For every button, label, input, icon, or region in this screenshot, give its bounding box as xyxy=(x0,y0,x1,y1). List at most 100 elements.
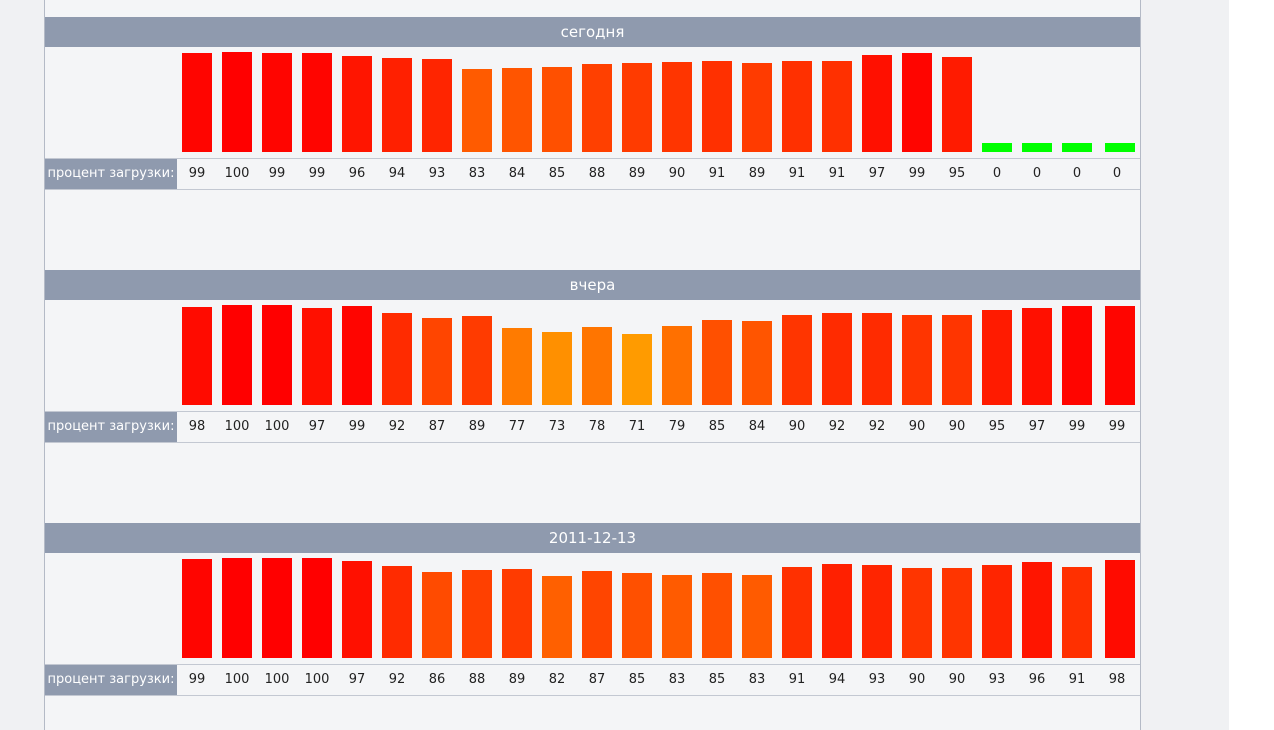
value-label-12: 83 xyxy=(668,672,686,687)
panel-title: 2011-12-13 xyxy=(45,523,1140,553)
value-row: 99 100 99 99 96 94 93 83 84 85 88 89 90 91 89 91 91 97 99 9… xyxy=(177,159,1140,189)
bar-12 xyxy=(662,326,692,405)
bar-1 xyxy=(222,558,252,658)
bar-23 xyxy=(1105,306,1135,405)
bar-3 xyxy=(302,308,332,405)
bar-6 xyxy=(422,572,452,658)
value-label-18: 90 xyxy=(908,672,926,687)
bar-20 xyxy=(982,143,1012,152)
value-label-19: 95 xyxy=(948,166,966,181)
bar-19 xyxy=(942,57,972,152)
bar-14 xyxy=(742,575,772,658)
bar-21 xyxy=(1022,562,1052,658)
bar-22 xyxy=(1062,567,1092,658)
bar-9 xyxy=(542,67,572,152)
value-label-23: 0 xyxy=(1112,166,1122,181)
value-label-21: 97 xyxy=(1028,419,1046,434)
value-label-6: 93 xyxy=(428,166,446,181)
axis-line xyxy=(45,664,1140,665)
panel-title: сегодня xyxy=(45,17,1140,47)
value-label-18: 99 xyxy=(908,166,926,181)
bar-19 xyxy=(942,568,972,658)
bar-22 xyxy=(1062,306,1092,405)
value-label-10: 88 xyxy=(588,166,606,181)
bar-2 xyxy=(262,305,292,405)
value-label-10: 78 xyxy=(588,419,606,434)
bar-8 xyxy=(502,328,532,405)
value-label-9: 82 xyxy=(548,672,566,687)
bar-11 xyxy=(622,573,652,658)
value-label-14: 84 xyxy=(748,419,766,434)
value-label-22: 99 xyxy=(1068,419,1086,434)
value-label-5: 94 xyxy=(388,166,406,181)
bar-18 xyxy=(902,568,932,658)
value-label-3: 100 xyxy=(304,672,330,687)
row-label: процент загрузки: xyxy=(45,665,177,695)
bar-7 xyxy=(462,570,492,658)
bar-5 xyxy=(382,566,412,658)
value-label-13: 91 xyxy=(708,166,726,181)
value-label-20: 93 xyxy=(988,672,1006,687)
row-label: процент загрузки: xyxy=(45,412,177,442)
value-label-1: 100 xyxy=(224,166,250,181)
value-label-15: 90 xyxy=(788,419,806,434)
value-label-16: 91 xyxy=(828,166,846,181)
bar-15 xyxy=(782,61,812,152)
chart-area: сегодня процент загрузки: 99 100 99 99 96 94 9… xyxy=(44,0,1141,730)
bar-20 xyxy=(982,310,1012,405)
value-label-4: 96 xyxy=(348,166,366,181)
bar-10 xyxy=(582,64,612,152)
value-label-11: 85 xyxy=(628,672,646,687)
bar-12 xyxy=(662,62,692,152)
bar-19 xyxy=(942,315,972,405)
bar-4 xyxy=(342,56,372,152)
bar-21 xyxy=(1022,143,1052,152)
value-label-12: 79 xyxy=(668,419,686,434)
bar-3 xyxy=(302,558,332,658)
bar-14 xyxy=(742,63,772,152)
row-divider xyxy=(45,442,1140,443)
bar-10 xyxy=(582,327,612,405)
bar-21 xyxy=(1022,308,1052,405)
bar-area xyxy=(45,300,1140,411)
value-label-7: 89 xyxy=(468,419,486,434)
value-label-7: 83 xyxy=(468,166,486,181)
value-label-21: 0 xyxy=(1032,166,1042,181)
value-label-3: 97 xyxy=(308,419,326,434)
bar-11 xyxy=(622,334,652,405)
bar-4 xyxy=(342,561,372,658)
bar-9 xyxy=(542,332,572,405)
bar-5 xyxy=(382,58,412,152)
bar-12 xyxy=(662,575,692,658)
bar-18 xyxy=(902,315,932,405)
value-label-5: 92 xyxy=(388,672,406,687)
bar-6 xyxy=(422,59,452,152)
value-label-18: 90 xyxy=(908,419,926,434)
value-label-6: 86 xyxy=(428,672,446,687)
value-label-1: 100 xyxy=(224,419,250,434)
value-label-23: 98 xyxy=(1108,672,1126,687)
bar-15 xyxy=(782,567,812,658)
value-label-19: 90 xyxy=(948,672,966,687)
bar-16 xyxy=(822,564,852,658)
value-label-8: 89 xyxy=(508,672,526,687)
bar-17 xyxy=(862,55,892,152)
bar-1 xyxy=(222,305,252,405)
value-label-14: 89 xyxy=(748,166,766,181)
value-label-0: 99 xyxy=(188,672,206,687)
value-label-13: 85 xyxy=(708,419,726,434)
bar-16 xyxy=(822,313,852,405)
value-label-21: 96 xyxy=(1028,672,1046,687)
value-label-20: 0 xyxy=(992,166,1002,181)
bar-3 xyxy=(302,53,332,152)
value-label-3: 99 xyxy=(308,166,326,181)
value-label-15: 91 xyxy=(788,166,806,181)
row-label: процент загрузки: xyxy=(45,159,177,189)
value-label-2: 99 xyxy=(268,166,286,181)
value-label-22: 0 xyxy=(1072,166,1082,181)
value-label-1: 100 xyxy=(224,672,250,687)
value-label-16: 94 xyxy=(828,672,846,687)
bar-area xyxy=(45,47,1140,158)
value-label-23: 99 xyxy=(1108,419,1126,434)
value-label-0: 98 xyxy=(188,419,206,434)
